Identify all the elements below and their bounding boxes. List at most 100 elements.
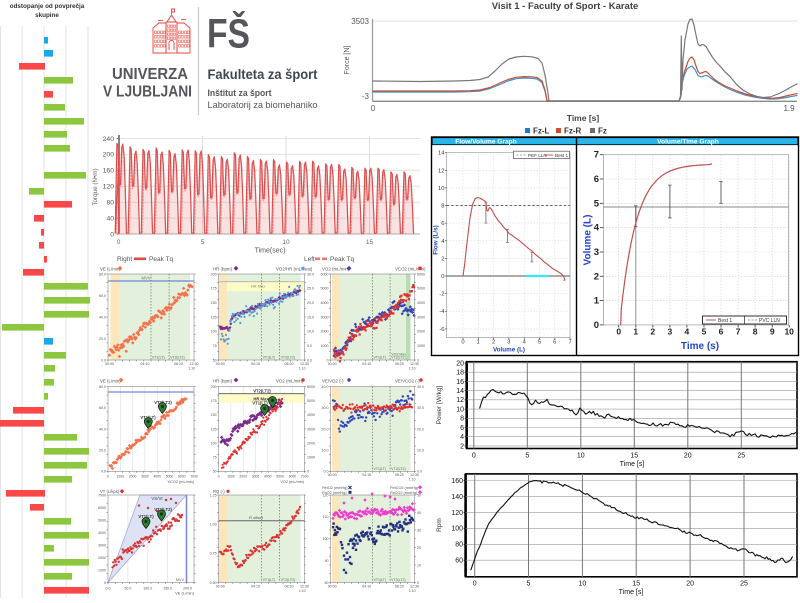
svg-text:2000: 2000 <box>307 441 315 445</box>
svg-text:odstopanje od povprečja: odstopanje od povprečja <box>10 3 85 10</box>
svg-text:08:20: 08:20 <box>395 584 404 588</box>
svg-text:120: 120 <box>103 184 115 191</box>
svg-text:0.0: 0.0 <box>417 470 422 474</box>
svg-text:6000: 6000 <box>178 475 186 479</box>
svg-text:Time [s]: Time [s] <box>619 589 644 596</box>
svg-text:04:10: 04:10 <box>362 473 371 477</box>
svg-text:Peak Tq: Peak Tq <box>149 256 173 263</box>
svg-text:7: 7 <box>594 150 599 161</box>
svg-text:04:10: 04:10 <box>141 362 150 366</box>
svg-text:VT1(LT): VT1(LT) <box>374 356 387 360</box>
svg-text:Best 1: Best 1 <box>718 318 732 324</box>
svg-text:2000: 2000 <box>98 556 106 560</box>
svg-text:110: 110 <box>323 515 329 519</box>
svg-text:4000: 4000 <box>264 475 272 479</box>
svg-text:40.0: 40.0 <box>417 385 424 389</box>
svg-text:Power [W/kg]: Power [W/kg] <box>436 385 443 424</box>
svg-text:2000: 2000 <box>129 475 137 479</box>
svg-text:10: 10 <box>579 581 587 588</box>
svg-text:1:10: 1:10 <box>299 366 306 370</box>
svg-text:100: 100 <box>451 526 463 533</box>
svg-text:12:30: 12:30 <box>300 362 309 366</box>
svg-text:UNIVERZA: UNIVERZA <box>112 66 188 83</box>
svg-text:Visit 1 - Faculty of Sport - K: Visit 1 - Faculty of Sport - Karate <box>492 1 639 12</box>
svg-text:12: 12 <box>456 397 464 404</box>
svg-text:3000: 3000 <box>417 315 425 319</box>
svg-text:5000: 5000 <box>417 287 425 291</box>
svg-text:12:30: 12:30 <box>410 473 419 477</box>
svg-text:30.0: 30.0 <box>307 272 314 276</box>
svg-text:PetO2 (mmHg): PetO2 (mmHg) <box>322 486 348 490</box>
svg-text:FŠ: FŠ <box>207 11 250 57</box>
svg-text:3503: 3503 <box>351 17 369 26</box>
svg-text:10: 10 <box>282 239 290 246</box>
svg-text:MVV: MVV <box>141 276 150 281</box>
svg-text:40.0: 40.0 <box>322 385 329 389</box>
svg-text:04:10: 04:10 <box>251 584 260 588</box>
svg-text:6: 6 <box>719 327 724 337</box>
svg-text:4: 4 <box>441 239 445 245</box>
svg-text:0: 0 <box>327 358 329 362</box>
svg-text:5000: 5000 <box>276 475 284 479</box>
svg-text:1:10: 1:10 <box>409 366 416 370</box>
svg-text:Flow (L/s): Flow (L/s) <box>433 225 440 254</box>
svg-text:1000: 1000 <box>98 568 106 572</box>
svg-text:20: 20 <box>684 453 692 460</box>
svg-text:Time (s): Time (s) <box>681 341 719 352</box>
svg-text:Fakulteta za šport: Fakulteta za šport <box>208 67 318 82</box>
svg-text:1.25: 1.25 <box>210 493 217 497</box>
svg-text:Fz: Fz <box>598 127 607 136</box>
svg-text:2: 2 <box>594 271 599 282</box>
svg-text:00:00: 00:00 <box>328 362 337 366</box>
svg-text:4000: 4000 <box>417 301 425 305</box>
svg-text:VE (L/min): VE (L/min) <box>100 267 121 272</box>
svg-text:VE/VO2 (-): VE/VO2 (-) <box>322 378 344 383</box>
svg-text:00:00: 00:00 <box>216 584 225 588</box>
svg-text:1000: 1000 <box>307 456 315 460</box>
svg-text:VT1(LT): VT1(LT) <box>152 356 165 360</box>
svg-text:20: 20 <box>456 360 464 367</box>
svg-text:8: 8 <box>441 204 444 210</box>
svg-text:6: 6 <box>441 221 444 227</box>
svg-text:0: 0 <box>117 239 121 246</box>
svg-text:40: 40 <box>106 215 114 222</box>
svg-text:14: 14 <box>456 388 464 395</box>
svg-text:30.0: 30.0 <box>417 406 424 410</box>
svg-text:00:00: 00:00 <box>328 584 337 588</box>
svg-text:VT1(LT): VT1(LT) <box>138 514 154 519</box>
svg-text:175: 175 <box>211 287 217 291</box>
svg-text:5: 5 <box>527 581 531 588</box>
svg-text:6000: 6000 <box>321 272 329 276</box>
svg-text:5: 5 <box>702 327 707 337</box>
svg-text:80: 80 <box>455 542 463 549</box>
svg-text:HR Max: HR Max <box>251 284 265 289</box>
svg-text:20.0: 20.0 <box>322 427 329 431</box>
svg-text:2: 2 <box>650 327 655 337</box>
svg-text:Left: Left <box>304 256 315 263</box>
svg-text:3: 3 <box>594 247 599 258</box>
svg-text:12:30: 12:30 <box>190 362 199 366</box>
svg-text:VCO2 (mL/min): VCO2 (mL/min) <box>168 480 195 484</box>
svg-text:175: 175 <box>211 399 217 403</box>
svg-text:VT2(LT2): VT2(LT2) <box>391 578 406 582</box>
svg-text:PVC LLN: PVC LLN <box>759 318 780 324</box>
svg-text:5000: 5000 <box>166 475 174 479</box>
svg-text:Time [s]: Time [s] <box>620 461 645 468</box>
svg-text:3000: 3000 <box>307 427 315 431</box>
svg-text:0: 0 <box>107 475 109 479</box>
svg-text:0: 0 <box>461 340 464 346</box>
svg-text:VT1(LT): VT1(LT) <box>374 467 387 471</box>
svg-text:12:30: 12:30 <box>410 584 419 588</box>
svg-text:0: 0 <box>473 581 477 588</box>
svg-text:1: 1 <box>477 340 480 346</box>
svg-text:4: 4 <box>685 327 690 337</box>
svg-text:30.0: 30.0 <box>322 406 329 410</box>
svg-text:100: 100 <box>323 537 329 541</box>
svg-text:Peak Tq: Peak Tq <box>330 256 354 263</box>
svg-text:150: 150 <box>211 413 217 417</box>
svg-text:16: 16 <box>456 379 464 386</box>
svg-text:125: 125 <box>211 315 217 319</box>
svg-text:PEF LLN: PEF LLN <box>528 153 547 158</box>
svg-text:3: 3 <box>507 340 510 346</box>
svg-text:HR (bpm): HR (bpm) <box>213 267 233 272</box>
